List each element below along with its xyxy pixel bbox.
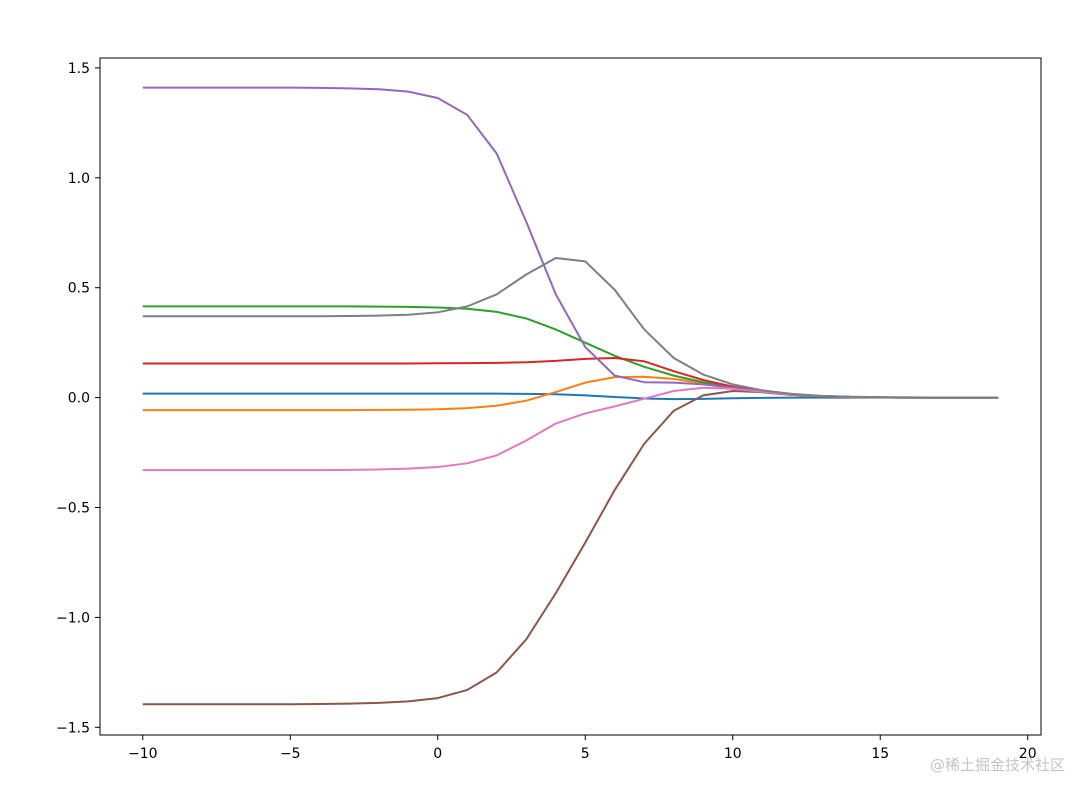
x-tick-label: 15: [871, 746, 889, 762]
y-tick-label: −1.0: [56, 610, 90, 626]
x-tick-label: 10: [724, 746, 742, 762]
y-tick-label: 1.5: [68, 61, 90, 77]
y-tick-label: −0.5: [56, 501, 90, 517]
x-tick-label: 20: [1019, 746, 1037, 762]
series-line-7: [142, 386, 999, 472]
y-tick-label: 1.0: [68, 171, 90, 187]
plot-area-frame: [99, 57, 1042, 736]
y-tick-label: 0.0: [68, 391, 90, 407]
watermark-text: @稀土掘金技术社区: [929, 756, 1065, 774]
series-line-8: [142, 257, 999, 399]
axis-ticks: −10 −5 0 5 10 15 20 −1.5 −1.0 −0.5 0.0 0.5 1.0 1.5: [56, 61, 1037, 762]
series-line-6: [142, 390, 999, 706]
series-layer: [142, 86, 999, 706]
y-tick-label: −1.5: [56, 720, 90, 736]
x-tick-label: −5: [280, 746, 301, 762]
x-tick-label: 0: [433, 746, 442, 762]
y-tick-label: 0.5: [68, 281, 90, 297]
series-line-4: [142, 357, 999, 399]
series-line-5: [142, 86, 999, 399]
x-tick-label: 5: [581, 746, 590, 762]
x-tick-label: −10: [128, 746, 158, 762]
